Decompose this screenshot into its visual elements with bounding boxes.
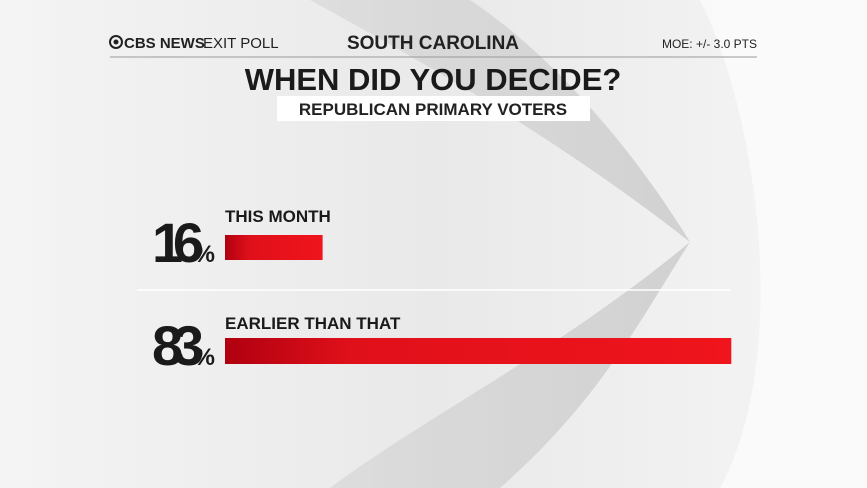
state: SOUTH CAROLINA xyxy=(347,33,519,54)
value-label: 16% xyxy=(152,211,215,274)
bar xyxy=(225,235,323,260)
category-label: THIS MONTH xyxy=(225,207,331,226)
background-shape xyxy=(700,0,867,488)
logo-pupil xyxy=(113,39,119,45)
chart-title: WHEN DID YOU DECIDE? xyxy=(245,62,622,97)
brand-sub: EXIT POLL xyxy=(203,35,279,52)
background-swoosh xyxy=(310,0,690,488)
subtitle: REPUBLICAN PRIMARY VOTERS xyxy=(299,100,567,119)
category-label: EARLIER THAN THAT xyxy=(225,314,401,333)
brand: CBS NEWS xyxy=(124,35,205,52)
subtitle-box xyxy=(277,96,590,121)
bar xyxy=(225,338,732,364)
logo-eye xyxy=(109,35,123,49)
value-label: 83% xyxy=(152,314,215,377)
moe: MOE: +/- 3.0 PTS xyxy=(662,37,757,51)
